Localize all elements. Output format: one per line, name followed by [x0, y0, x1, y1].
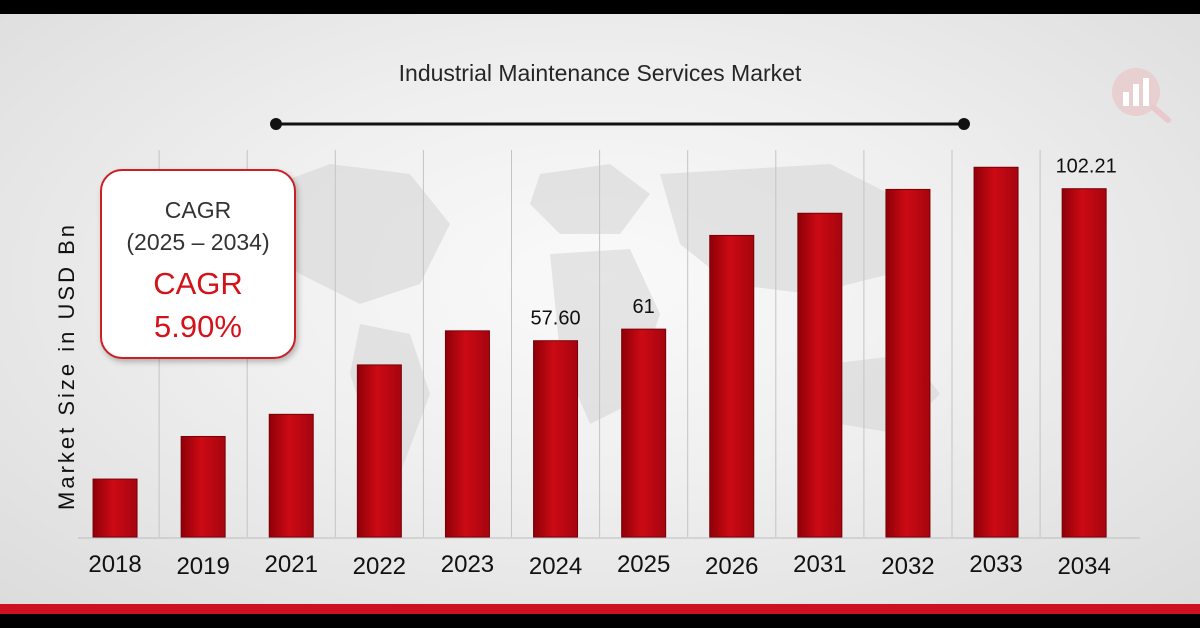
x-tick-label: 2033 — [969, 551, 1022, 578]
bar-2023 — [444, 330, 490, 538]
x-tick-label: 2023 — [441, 551, 494, 578]
x-tick-label: 2019 — [176, 553, 229, 580]
bar-2033 — [973, 166, 1019, 538]
data-label-2025: 61 — [633, 296, 655, 318]
chart-title: Industrial Maintenance Services Market — [398, 60, 802, 86]
x-tick-label: 2022 — [353, 553, 406, 580]
bottom-accent-stripe — [0, 604, 1200, 614]
bar-2022 — [356, 364, 402, 538]
chart-frame: Industrial Maintenance Services Market M… — [0, 14, 1200, 604]
bar-2018 — [92, 478, 138, 538]
x-tick-label: 2031 — [793, 551, 846, 578]
x-tick-label: 2026 — [705, 553, 758, 580]
bar-2034 — [1061, 188, 1107, 538]
bar-chart-magnifier-icon — [1112, 68, 1171, 123]
x-tick-label: 2024 — [529, 553, 582, 580]
bar-2019 — [180, 435, 226, 538]
cagr-callout: CAGR (2025 – 2034) CAGR 5.90% — [100, 169, 296, 359]
x-tick-label: 2025 — [617, 551, 670, 578]
data-label-2034: 102.21 — [1056, 156, 1117, 178]
cagr-label: CAGR — [153, 266, 243, 301]
bar-2031 — [797, 212, 843, 538]
x-tick-label: 2034 — [1057, 553, 1110, 580]
cagr-period: (2025 – 2034) — [126, 229, 270, 255]
data-label-2024: 57.60 — [531, 308, 581, 330]
title-divider — [270, 118, 970, 130]
cagr-value: 5.90% — [154, 309, 242, 344]
cagr-heading: CAGR — [164, 197, 232, 223]
bar-2026 — [709, 234, 755, 538]
x-tick-label: 2021 — [265, 551, 318, 578]
bar-2024 — [533, 340, 579, 538]
bar-2032 — [885, 188, 931, 538]
x-tick-label: 2032 — [881, 553, 934, 580]
bar-2025 — [621, 328, 667, 538]
bar-chart: 2018 2019 2021 2022 2023 2024 57.60 2025 61 2026 2… — [78, 150, 1140, 580]
x-tick-label: 2018 — [88, 551, 141, 578]
bar-2021 — [268, 413, 314, 538]
